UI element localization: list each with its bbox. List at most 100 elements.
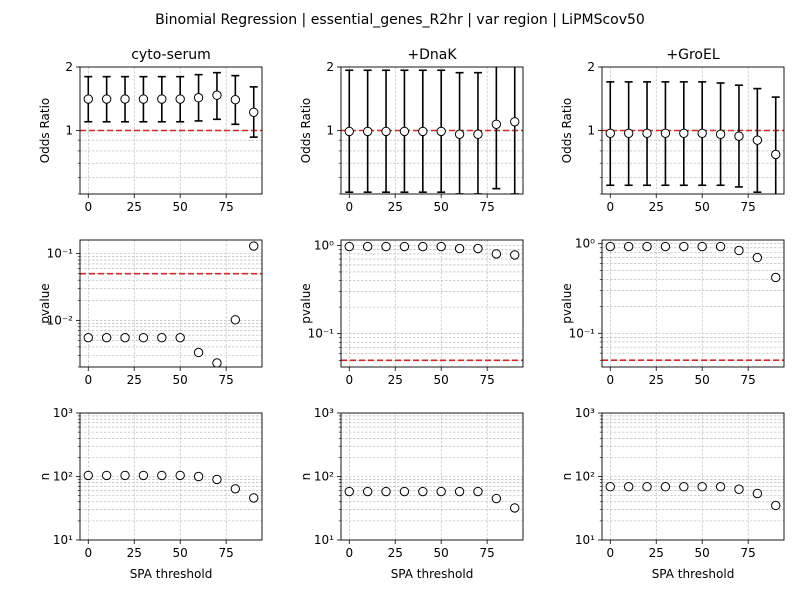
data-point: [436, 241, 446, 252]
panel-title: cyto-serum: [131, 47, 211, 63]
x-tick-label: 0: [84, 546, 92, 560]
y-tick-label: 10²: [314, 470, 334, 484]
data-point: [605, 482, 615, 492]
figure-title: Binomial Regression | essential_genes_R2…: [155, 12, 645, 28]
y-tick-label: 10³: [314, 406, 334, 420]
y-tick-label: 10³: [575, 406, 595, 420]
x-tick-label: 75: [480, 200, 495, 214]
data-point: [454, 129, 465, 139]
data-point: [697, 128, 707, 138]
x-tick-label: 25: [388, 373, 403, 387]
y-tick-label: 1: [65, 124, 73, 138]
x-tick-label: 25: [649, 200, 664, 214]
panel-7: 0 25 50 75 10¹ 10² 10³ n SPA threshold: [299, 406, 524, 581]
data-point: [344, 241, 354, 252]
panel-2: 0 25 50 75 1 2 Odds Ratio +GroEL: [560, 47, 785, 214]
y-axis-label: pvalue: [299, 283, 313, 323]
y-tick-label: 10⁰: [314, 238, 334, 252]
x-tick-label: 25: [127, 200, 142, 214]
x-tick-label: 50: [173, 373, 188, 387]
y-axis-label: n: [560, 473, 574, 481]
data-point: [230, 484, 241, 494]
y-tick-label: 10¹: [53, 533, 73, 547]
data-point: [101, 470, 112, 481]
data-point: [642, 482, 652, 492]
data-point: [418, 126, 428, 137]
data-point: [120, 94, 130, 104]
data-point: [344, 486, 354, 497]
data-point: [491, 249, 502, 259]
x-tick-label: 25: [649, 373, 664, 387]
data-point: [752, 135, 763, 145]
y-tick-label: 10⁻²: [47, 313, 74, 327]
data-point: [138, 94, 149, 104]
y-axis-label: pvalue: [38, 283, 52, 323]
data-point: [454, 486, 465, 497]
x-tick-label: 0: [606, 373, 614, 387]
panel-title: +DnaK: [407, 47, 457, 63]
data-point: [734, 245, 744, 256]
y-tick-label: 10³: [53, 406, 73, 420]
x-tick-label: 50: [434, 546, 449, 560]
y-tick-label: 10²: [53, 470, 73, 484]
data-point: [660, 241, 671, 252]
panel-5: 0 25 50 75 10⁻¹ 10⁰ pvalue: [560, 237, 785, 387]
data-point: [193, 93, 204, 103]
axes-frame: [601, 412, 785, 541]
x-tick-label: 75: [219, 373, 234, 387]
data-point: [157, 94, 167, 104]
x-tick-label: 75: [480, 373, 495, 387]
x-tick-label: 25: [127, 373, 142, 387]
axes-frame: [340, 412, 524, 541]
data-point: [362, 126, 373, 137]
y-tick-label: 10²: [575, 470, 595, 484]
data-point: [138, 470, 149, 481]
x-tick-label: 25: [388, 546, 403, 560]
data-point: [157, 470, 167, 481]
x-tick-label: 50: [695, 373, 710, 387]
x-tick-label: 0: [606, 200, 614, 214]
data-point: [230, 94, 241, 105]
data-point: [510, 503, 520, 513]
data-point: [473, 129, 483, 139]
axes-frame: [340, 239, 524, 368]
x-tick-label: 50: [695, 200, 710, 214]
x-tick-label: 50: [173, 546, 188, 560]
x-tick-label: 0: [345, 373, 353, 387]
data-point: [381, 486, 391, 497]
data-point: [101, 332, 112, 343]
data-point: [83, 332, 93, 343]
x-tick-label: 0: [345, 546, 353, 560]
x-tick-label: 25: [388, 200, 403, 214]
data-point: [362, 241, 373, 252]
data-point: [715, 482, 726, 492]
data-point: [436, 486, 446, 497]
x-tick-label: 50: [434, 200, 449, 214]
y-tick-label: 10⁻¹: [569, 326, 596, 340]
data-point: [418, 486, 428, 497]
data-point: [212, 90, 222, 100]
y-tick-label: 10⁻¹: [47, 247, 74, 261]
axes-frame: [601, 239, 785, 368]
data-point: [771, 149, 781, 160]
data-point: [193, 347, 204, 358]
data-point: [771, 500, 781, 511]
data-point: [771, 272, 781, 283]
x-tick-label: 0: [84, 373, 92, 387]
data-point: [491, 493, 502, 504]
data-point: [491, 119, 502, 130]
data-point: [120, 332, 130, 343]
x-tick-label: 0: [345, 200, 353, 214]
panel-6: 0 25 50 75 10¹ 10² 10³ n SPA threshold: [38, 406, 263, 581]
y-tick-label: 2: [65, 60, 73, 74]
data-point: [120, 470, 130, 481]
x-tick-label: 50: [173, 200, 188, 214]
data-point: [175, 332, 185, 343]
x-tick-label: 0: [606, 546, 614, 560]
data-point: [642, 241, 652, 252]
data-point: [679, 482, 689, 492]
data-point: [175, 470, 185, 481]
y-axis-label: Odds Ratio: [560, 98, 574, 164]
data-point: [418, 241, 428, 252]
x-tick-label: 25: [127, 546, 142, 560]
